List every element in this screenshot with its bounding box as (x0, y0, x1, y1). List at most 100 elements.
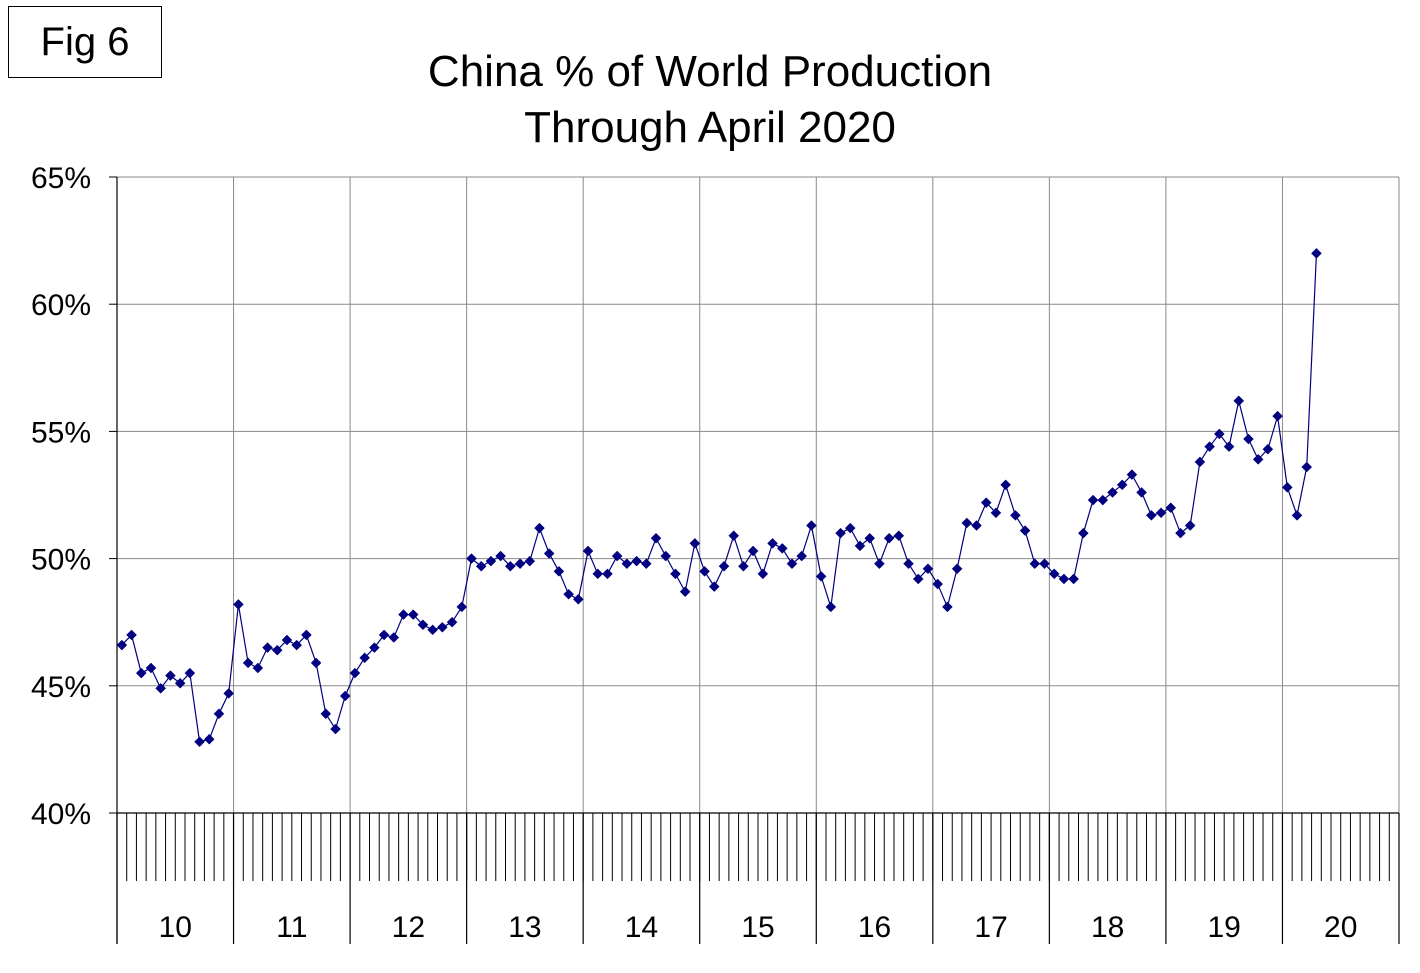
data-point (475, 560, 487, 572)
data-point (776, 543, 788, 554)
data-point (1223, 441, 1235, 453)
data-point (602, 568, 613, 580)
data-point (747, 545, 759, 557)
data-point (466, 553, 477, 564)
data-point (1145, 509, 1157, 521)
data-point (738, 560, 749, 572)
data-point (330, 723, 341, 735)
data-point (893, 530, 905, 542)
chart-subtitle: Through April 2020 (524, 103, 896, 152)
data-point (524, 555, 536, 567)
x-tick-label: 10 (159, 911, 192, 944)
data-point (116, 639, 128, 651)
data-point (1029, 558, 1041, 570)
data-point (1039, 558, 1050, 570)
y-tick-label: 40% (31, 798, 91, 831)
data-point (922, 563, 934, 575)
data-point (631, 555, 642, 567)
data-point (1116, 479, 1128, 491)
data-point (427, 624, 438, 636)
data-point (1097, 494, 1109, 506)
data-point (786, 558, 798, 570)
data-point (767, 537, 778, 549)
data-point (971, 520, 982, 531)
data-point (1126, 469, 1138, 481)
data-point (301, 629, 312, 641)
data-point (126, 629, 137, 641)
data-point (378, 629, 390, 641)
data-point (903, 558, 914, 570)
data-point (504, 560, 516, 572)
data-point (369, 642, 380, 653)
data-point (1204, 441, 1215, 453)
x-tick-label: 18 (1091, 911, 1124, 944)
data-point (1262, 443, 1274, 455)
data-point (194, 736, 205, 748)
data-point (1068, 573, 1079, 585)
x-tick-label: 13 (508, 911, 541, 944)
data-point (291, 639, 303, 651)
data-point (1291, 509, 1303, 521)
data-point (252, 662, 264, 674)
data-point (806, 520, 817, 531)
data-point (495, 550, 506, 562)
data-point (757, 568, 769, 580)
data-point (165, 670, 176, 681)
data-point (582, 545, 594, 557)
data-point (1243, 433, 1254, 445)
data-point (135, 667, 147, 679)
data-point (1107, 487, 1118, 498)
data-point (1281, 482, 1293, 493)
data-point (242, 657, 254, 669)
data-point (611, 550, 623, 562)
data-point (660, 550, 672, 562)
data-point (388, 632, 400, 643)
data-point (1213, 428, 1225, 440)
data-point (932, 578, 944, 590)
data-point (650, 532, 662, 544)
x-tick-label: 14 (625, 911, 658, 944)
data-point (1048, 568, 1060, 580)
data-point (437, 621, 448, 633)
data-point (349, 667, 361, 679)
x-tick-label: 20 (1324, 911, 1357, 944)
series-line (121, 253, 1318, 743)
y-tick-label: 45% (31, 671, 91, 704)
chart-title-block: China % of World Production Through Apri… (0, 44, 1420, 156)
data-point (456, 601, 468, 613)
data-point (796, 550, 808, 562)
data-point (310, 657, 322, 669)
data-point (1058, 573, 1070, 585)
data-point (281, 634, 293, 646)
data-point (1252, 454, 1264, 465)
data-point (942, 601, 953, 613)
data-point (407, 609, 419, 620)
data-point (854, 540, 866, 552)
data-point (1155, 507, 1167, 519)
data-point (213, 708, 225, 720)
data-point (1175, 527, 1186, 539)
data-point (339, 690, 351, 702)
data-point (174, 677, 186, 689)
data-point (1010, 509, 1021, 521)
figure-label: Fig 6 (8, 6, 162, 78)
data-point (534, 522, 545, 534)
x-tick-label: 11 (276, 911, 307, 944)
data-point (417, 619, 429, 631)
data-point (961, 517, 973, 529)
data-point (883, 532, 895, 544)
data-point (145, 662, 157, 674)
data-point (864, 532, 876, 544)
data-point (718, 560, 730, 572)
data-point (359, 652, 371, 664)
data-point (689, 537, 701, 549)
data-point (1184, 520, 1196, 531)
data-point (184, 667, 196, 679)
data-point (835, 527, 846, 539)
data-point (951, 563, 963, 575)
data-point (553, 565, 565, 577)
x-tick-label: 19 (1207, 911, 1240, 944)
data-point (825, 601, 837, 613)
data-point (543, 548, 555, 559)
data-point (262, 642, 273, 653)
